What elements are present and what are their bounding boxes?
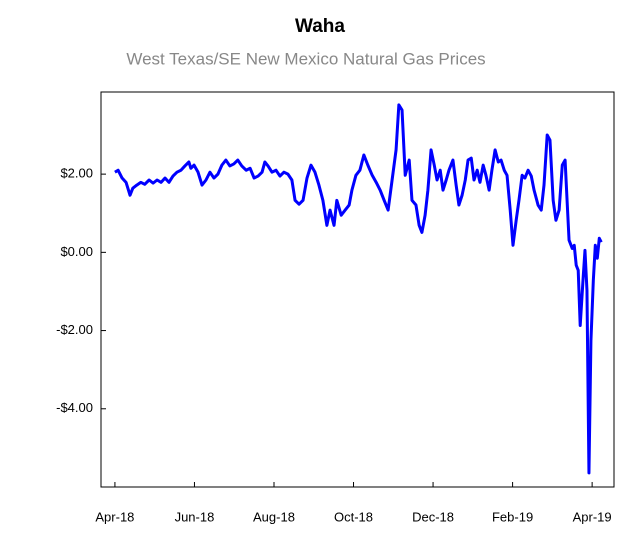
plot-area [100,91,615,488]
y-tick-label: -$2.00 [56,322,93,337]
y-tick-label: $2.00 [60,166,93,181]
data-line [114,103,603,475]
x-tick-label: Aug-18 [253,509,295,524]
chart-subtitle: West Texas/SE New Mexico Natural Gas Pri… [126,49,485,68]
x-tick-label: Apr-18 [95,509,134,524]
y-tick-label: -$4.00 [56,400,93,415]
chart-title: Waha [295,16,345,37]
y-tick-label: $0.00 [60,244,93,259]
x-tick-label: Oct-18 [334,509,373,524]
x-tick-label: Dec-18 [412,509,454,524]
x-tick-label: Feb-19 [492,509,533,524]
x-tick-label: Jun-18 [175,509,215,524]
x-tick-label: Apr-19 [573,509,612,524]
